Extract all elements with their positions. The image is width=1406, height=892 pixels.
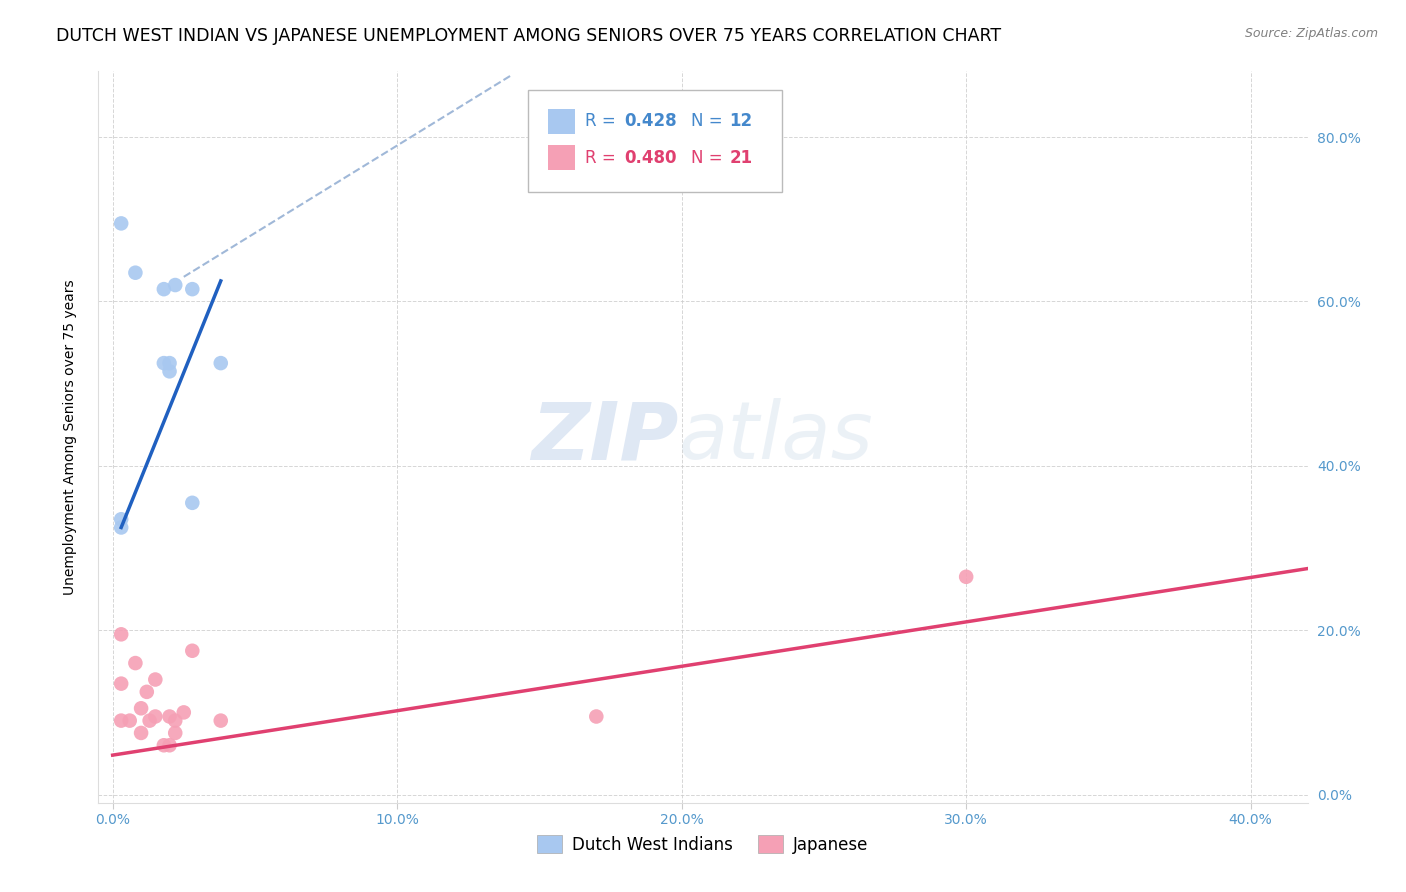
Point [124, 656, 146, 670]
Point [209, 356, 232, 370]
Text: Source: ZipAtlas.com: Source: ZipAtlas.com [1244, 27, 1378, 40]
Point [118, 714, 141, 728]
Point [173, 706, 195, 720]
Point [181, 644, 204, 658]
Point [110, 512, 132, 526]
Text: 0.428: 0.428 [624, 112, 678, 130]
Text: 12: 12 [730, 112, 752, 130]
Point [209, 714, 232, 728]
Point [143, 709, 166, 723]
Point [124, 266, 146, 280]
Point [955, 570, 977, 584]
Text: R =: R = [585, 112, 620, 130]
Point [129, 726, 152, 740]
Text: 0.480: 0.480 [624, 149, 676, 167]
Point [159, 364, 181, 378]
Point [159, 709, 181, 723]
Text: N =: N = [690, 112, 728, 130]
Point [135, 685, 157, 699]
Point [110, 714, 132, 728]
Point [153, 356, 176, 370]
Text: DUTCH WEST INDIAN VS JAPANESE UNEMPLOYMENT AMONG SENIORS OVER 75 YEARS CORRELATI: DUTCH WEST INDIAN VS JAPANESE UNEMPLOYME… [56, 27, 1001, 45]
Point [153, 739, 176, 753]
Point [181, 282, 204, 296]
Point [110, 627, 132, 641]
Bar [548, 109, 575, 134]
Point [159, 739, 181, 753]
Text: ZIP: ZIP [531, 398, 679, 476]
Point [159, 356, 181, 370]
FancyBboxPatch shape [527, 90, 782, 192]
Point [129, 701, 152, 715]
Point [165, 714, 187, 728]
Point [138, 714, 160, 728]
Point [143, 673, 166, 687]
Bar [548, 145, 575, 170]
Y-axis label: Unemployment Among Seniors over 75 years: Unemployment Among Seniors over 75 years [63, 279, 77, 595]
Point [110, 520, 132, 534]
Legend: Dutch West Indians, Japanese: Dutch West Indians, Japanese [530, 829, 876, 860]
Text: atlas: atlas [679, 398, 873, 476]
Point [165, 726, 187, 740]
Point [110, 676, 132, 690]
Text: N =: N = [690, 149, 728, 167]
Point [110, 216, 132, 230]
Text: R =: R = [585, 149, 620, 167]
Point [153, 282, 176, 296]
Point [165, 278, 187, 293]
Point [181, 496, 204, 510]
Point [585, 709, 607, 723]
Text: 21: 21 [730, 149, 752, 167]
